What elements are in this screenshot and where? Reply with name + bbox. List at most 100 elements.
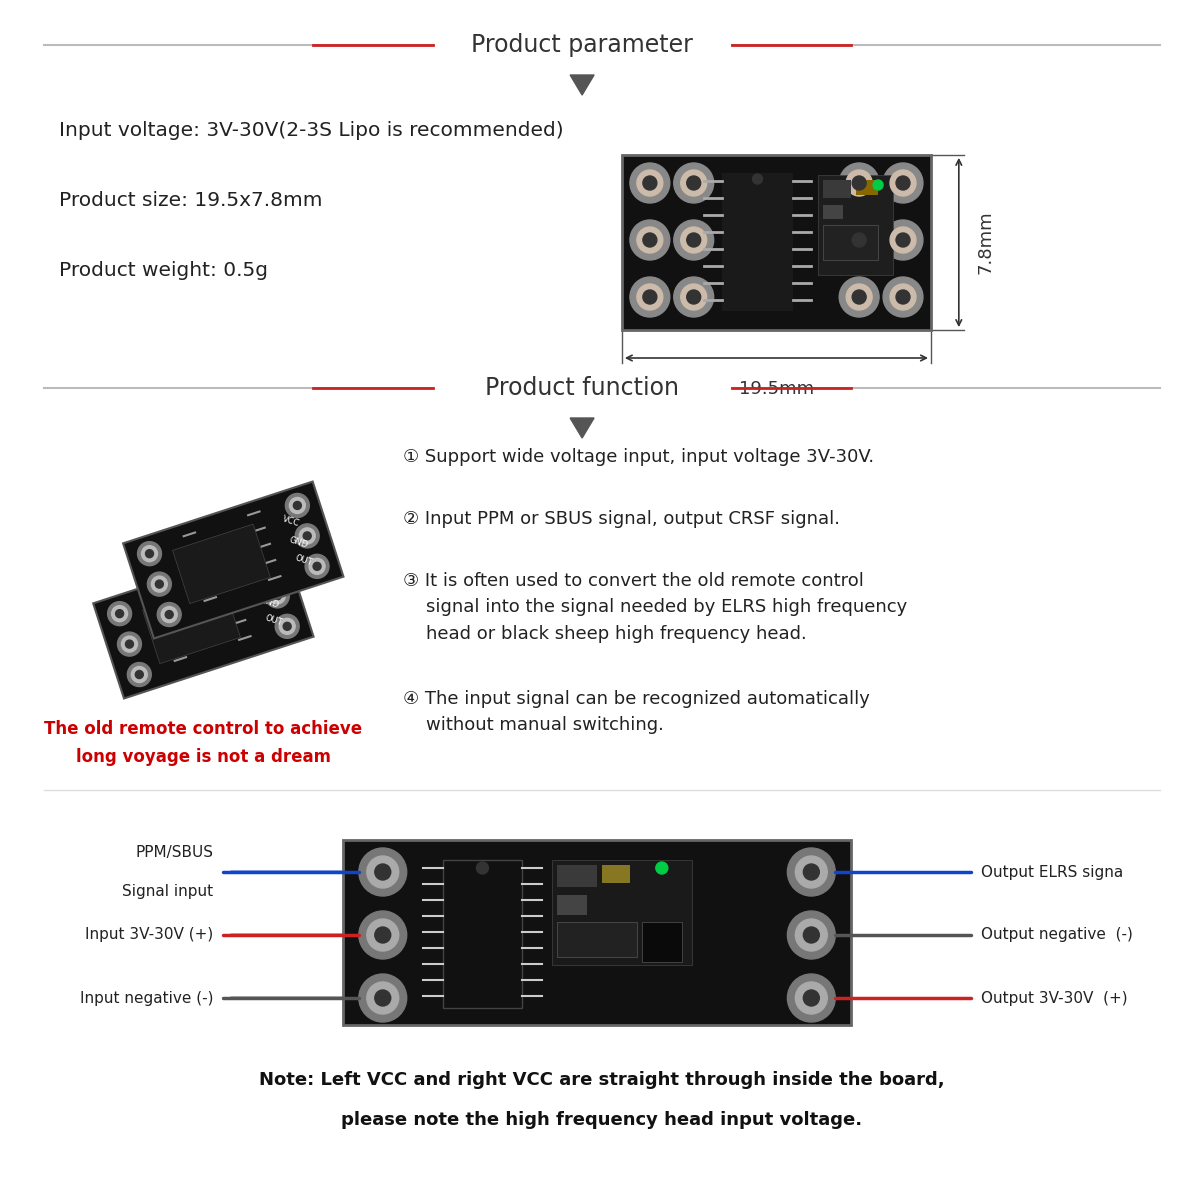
Text: 7.8mm: 7.8mm [977,211,995,275]
Circle shape [643,176,656,190]
Polygon shape [143,584,240,664]
Circle shape [637,227,662,253]
Circle shape [367,982,398,1014]
Circle shape [846,284,872,310]
Circle shape [673,163,714,203]
Circle shape [896,290,910,304]
Circle shape [787,848,835,896]
Circle shape [274,592,281,600]
Text: Output ELRS signa: Output ELRS signa [980,864,1123,880]
Circle shape [803,864,820,880]
Circle shape [293,502,301,510]
Circle shape [136,671,143,678]
Polygon shape [94,541,313,698]
Text: Product weight: 0.5g: Product weight: 0.5g [59,260,268,280]
Circle shape [796,856,827,888]
Circle shape [680,170,707,196]
Circle shape [656,862,668,874]
Circle shape [127,662,151,686]
Circle shape [118,632,142,656]
Circle shape [803,926,820,943]
FancyBboxPatch shape [622,155,931,330]
Circle shape [367,919,398,950]
Text: Output negative  (-): Output negative (-) [980,928,1133,942]
Circle shape [283,623,292,630]
Circle shape [161,606,178,623]
Circle shape [686,290,701,304]
Circle shape [680,284,707,310]
Circle shape [643,233,656,247]
Text: 19.5mm: 19.5mm [739,380,814,398]
Circle shape [852,176,866,190]
Circle shape [108,601,132,625]
Circle shape [374,864,391,880]
Circle shape [846,170,872,196]
Bar [552,860,691,965]
Circle shape [310,558,325,575]
Circle shape [839,163,880,203]
Bar [823,226,878,260]
Circle shape [796,919,827,950]
Circle shape [883,220,923,260]
Circle shape [145,550,154,558]
Circle shape [852,233,866,247]
Text: Product function: Product function [485,376,679,400]
Text: Input voltage: 3V-30V(2-3S Lipo is recommended): Input voltage: 3V-30V(2-3S Lipo is recom… [59,120,564,139]
Circle shape [275,614,299,638]
Circle shape [846,227,872,253]
Circle shape [155,580,163,588]
Text: OUT: OUT [264,613,283,626]
Circle shape [299,528,316,544]
Text: Output 3V-30V  (+): Output 3V-30V (+) [980,990,1127,1006]
Text: ④ The input signal can be recognized automatically
    without manual switching.: ④ The input signal can be recognized aut… [403,690,870,734]
Circle shape [121,636,138,652]
Circle shape [313,563,322,570]
Circle shape [359,848,407,896]
Circle shape [166,611,173,618]
Circle shape [883,163,923,203]
Circle shape [896,233,910,247]
Bar [443,860,522,1008]
Text: Signal input: Signal input [122,884,214,899]
Circle shape [803,990,820,1006]
Polygon shape [570,74,594,95]
Circle shape [265,584,289,608]
Polygon shape [570,418,594,438]
Circle shape [359,974,407,1022]
Bar [823,205,844,218]
Circle shape [256,553,280,577]
Text: GND: GND [258,595,280,611]
Text: Input 3V-30V (+): Input 3V-30V (+) [85,928,214,942]
Circle shape [138,541,162,565]
Text: please note the high frequency head input voltage.: please note the high frequency head inpu… [342,1111,863,1129]
Circle shape [151,576,167,592]
Circle shape [680,227,707,253]
Circle shape [304,532,311,540]
Circle shape [890,284,916,310]
Text: Note: Left VCC and right VCC are straight through inside the board,: Note: Left VCC and right VCC are straigh… [259,1070,944,1090]
Circle shape [752,174,762,184]
Bar [721,173,793,311]
Circle shape [148,572,172,596]
Circle shape [673,220,714,260]
Circle shape [630,163,670,203]
Text: OUT: OUT [294,553,313,566]
Circle shape [637,170,662,196]
Circle shape [673,277,714,317]
Circle shape [286,493,310,517]
FancyBboxPatch shape [343,840,851,1025]
Circle shape [890,227,916,253]
Text: ③ It is often used to convert the old remote control
    signal into the signal : ③ It is often used to convert the old re… [403,572,907,643]
Circle shape [269,588,286,604]
Bar [602,865,630,883]
Text: The old remote control to achieve: The old remote control to achieve [44,720,362,738]
Bar [557,895,587,914]
Circle shape [142,546,157,562]
Bar [557,922,637,958]
Circle shape [259,558,276,574]
Circle shape [796,982,827,1014]
Circle shape [359,911,407,959]
Text: VCC: VCC [282,515,301,529]
Text: PPM/SBUS: PPM/SBUS [136,845,214,860]
Circle shape [896,176,910,190]
